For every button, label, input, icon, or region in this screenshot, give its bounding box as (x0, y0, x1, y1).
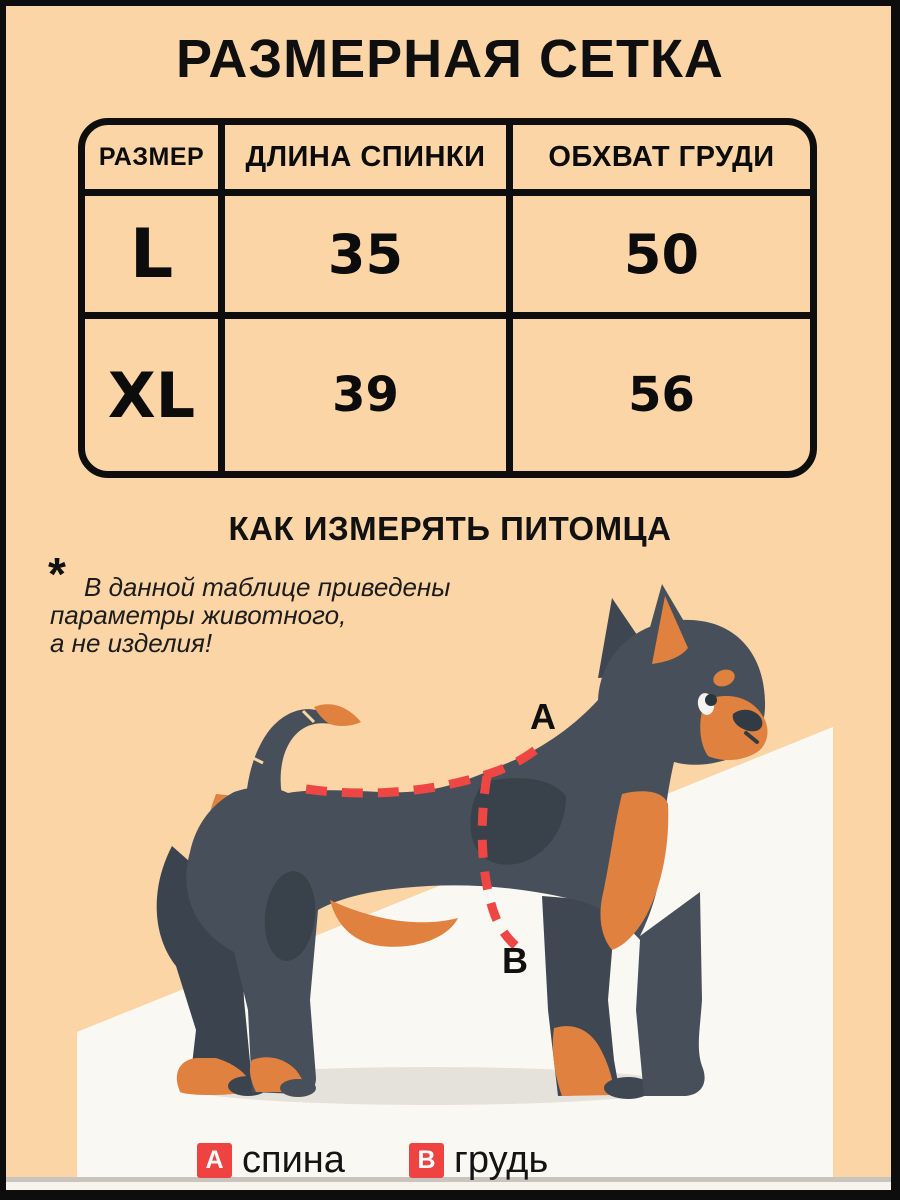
asterisk-marker: * (48, 548, 66, 600)
legend-badge-a: А (197, 1143, 232, 1178)
column-header-size: РАЗМЕР (85, 125, 225, 196)
chest-marker-label: B (502, 940, 528, 981)
size-cell-row2: XL (85, 319, 225, 471)
size-table: РАЗМЕР ДЛИНА СПИНКИ ОБХВАТ ГРУДИ L 35 50… (78, 118, 817, 478)
column-header-back-length: ДЛИНА СПИНКИ (225, 125, 513, 196)
column-header-chest-girth: ОБХВАТ ГРУДИ (513, 125, 810, 196)
back-length-cell-row2: 39 (225, 319, 513, 471)
how-to-measure-title: КАК ИЗМЕРЯТЬ ПИТОМЦА (228, 510, 672, 547)
chest-measure-line (477, 775, 527, 956)
back-length-cell-row1: 35 (225, 196, 513, 319)
legend-item-chest: В грудь (409, 1139, 549, 1181)
footnote-line: В данной таблице приведены (84, 572, 451, 602)
size-cell-row1: L (85, 196, 225, 319)
floor-shadow-line (6, 1177, 894, 1182)
nose (732, 709, 763, 732)
chest-girth-cell-row1: 50 (513, 196, 810, 319)
chest-girth-cell-row2: 56 (628, 367, 695, 423)
bottom-strip (6, 1182, 894, 1194)
footnote-line: параметры животного, (50, 600, 347, 630)
legend-item-back: А спина (197, 1139, 345, 1181)
back-marker-label: A (530, 696, 556, 737)
legend-badge-b: В (409, 1143, 444, 1178)
page-title: РАЗМЕРНАЯ СЕТКА (176, 29, 724, 89)
legend-label-chest: грудь (454, 1139, 549, 1181)
dog-body (156, 584, 768, 1099)
eyebrow-patch (713, 669, 735, 687)
footnote-line: а не изделия! (50, 628, 213, 658)
pupil (705, 694, 717, 706)
back-measure-line (305, 744, 541, 798)
legend-label-back: спина (242, 1139, 345, 1181)
